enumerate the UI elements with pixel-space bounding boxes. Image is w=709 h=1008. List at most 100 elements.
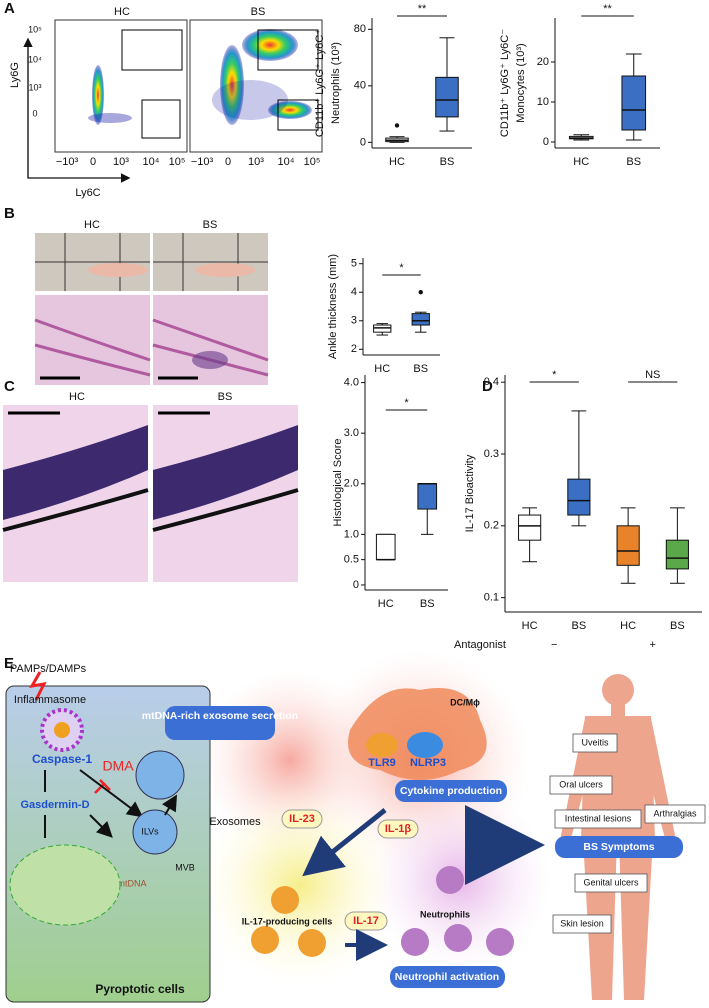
symptom-box <box>572 733 618 753</box>
flow-y-tick: 0 <box>32 108 37 118</box>
y-axis-label: CD11b⁺ Ly6G⁺ Ly6C⁻ <box>499 29 511 137</box>
retina <box>153 425 298 520</box>
y-tick-label: 0.1 <box>484 592 499 604</box>
photo-label: HC <box>69 391 85 403</box>
il17-cell <box>271 886 299 914</box>
flow-y-tick: 10³ <box>28 82 41 92</box>
inflammasome <box>54 722 70 738</box>
label: Exosomes <box>209 816 261 828</box>
symptom-box <box>644 804 706 824</box>
flow-x-tick: 10³ <box>113 156 129 168</box>
symptom: Skin lesion <box>560 918 604 928</box>
label: Caspase-1 <box>32 752 92 766</box>
label: BS Symptoms <box>583 841 654 853</box>
il17-cell <box>298 929 326 957</box>
panel-label: B <box>4 205 15 222</box>
y-tick-label: 10 <box>537 96 549 108</box>
cytokine-badge <box>377 819 419 839</box>
flow-x-tick: 10⁵ <box>169 156 186 168</box>
flow-x-tick: −10³ <box>56 156 79 168</box>
retina <box>2 488 299 532</box>
box <box>621 75 647 131</box>
tlr9 <box>366 733 398 757</box>
photo-label: BS <box>203 219 218 231</box>
arrow <box>162 794 178 816</box>
label: Cytokine production <box>400 785 502 797</box>
group-label: + <box>650 639 656 651</box>
y-axis-label: Ankle thickness (mm) <box>327 254 339 359</box>
x-tick-label: BS <box>626 156 641 168</box>
y-tick-label: 4.0 <box>344 376 359 388</box>
flow-title: HC <box>114 6 130 18</box>
box <box>417 483 438 510</box>
panel-label: A <box>4 0 15 17</box>
flow-frame <box>54 19 188 153</box>
significance: ** <box>418 3 427 15</box>
density <box>242 29 298 61</box>
lightning <box>29 671 47 701</box>
significance: NS <box>645 369 660 381</box>
x-tick-label: HC <box>378 598 394 610</box>
density <box>212 80 288 120</box>
panel-b-images: HC BS <box>34 219 269 385</box>
symptom-box <box>554 809 642 829</box>
symptom-box <box>552 914 612 934</box>
neutrophil <box>486 928 514 956</box>
photo-label: BS <box>218 391 233 403</box>
y-tick-label: 0.2 <box>484 520 499 532</box>
symptom: Genital ulcers <box>583 877 639 887</box>
pill <box>165 706 275 740</box>
gate <box>257 29 319 71</box>
label: TLR9 <box>368 757 396 769</box>
density <box>220 45 244 125</box>
significance: * <box>404 397 409 409</box>
box <box>518 514 542 541</box>
box <box>616 525 640 566</box>
inhibit <box>94 779 111 794</box>
label: mtDNA <box>118 878 147 888</box>
flow-title: BS <box>251 6 266 18</box>
y-tick-label: 0.3 <box>484 448 499 460</box>
panel-labels: A B C D E <box>4 0 493 672</box>
label: Neutrophil activation <box>395 971 499 983</box>
x-tick-label: HC <box>522 620 538 632</box>
y-tick-label: 0.4 <box>484 376 499 388</box>
x-tick-label: BS <box>572 620 587 632</box>
stimulus: PAMPs/DAMPs <box>10 663 87 675</box>
mitochondrion <box>9 844 121 926</box>
flow-y-tick: 10⁴ <box>28 54 42 64</box>
label: DMA <box>102 758 134 774</box>
flow-axis-label: Ly6C <box>75 187 100 199</box>
symptom: Uveitis <box>581 737 609 747</box>
box <box>567 478 591 516</box>
label: DC/Mϕ <box>450 697 480 707</box>
panel-label: E <box>4 655 14 672</box>
gate <box>121 29 183 71</box>
photo-detail <box>88 263 148 277</box>
x-tick-label: BS <box>420 598 435 610</box>
arrow <box>302 808 387 877</box>
tissue <box>34 318 269 377</box>
symptom-box <box>574 873 648 893</box>
y-tick-label: 0 <box>353 579 359 591</box>
density <box>92 65 104 125</box>
y-tick-label: 40 <box>354 80 366 92</box>
flow-x-tick: 0 <box>90 156 96 168</box>
label: mtDNA-rich exosome secretion <box>142 710 298 722</box>
pill <box>395 780 507 802</box>
box <box>375 533 396 561</box>
x-tick-label: BS <box>670 620 685 632</box>
mvb <box>132 809 178 855</box>
panel-e: PAMPs/DAMPs Inflammasome Caspase-1 DMA G… <box>5 650 706 1003</box>
arrow <box>89 814 113 838</box>
density <box>268 101 312 119</box>
flow-y-tick: 10⁵ <box>28 24 42 34</box>
exosome-vesicle <box>135 750 185 800</box>
label: Neutrophils <box>420 909 470 919</box>
symptom: Intestinal lesions <box>565 813 632 823</box>
y-tick-label: 80 <box>354 23 366 35</box>
density <box>88 113 132 123</box>
symptom-box <box>549 775 613 795</box>
x-tick-label: HC <box>620 620 636 632</box>
box <box>435 76 459 118</box>
